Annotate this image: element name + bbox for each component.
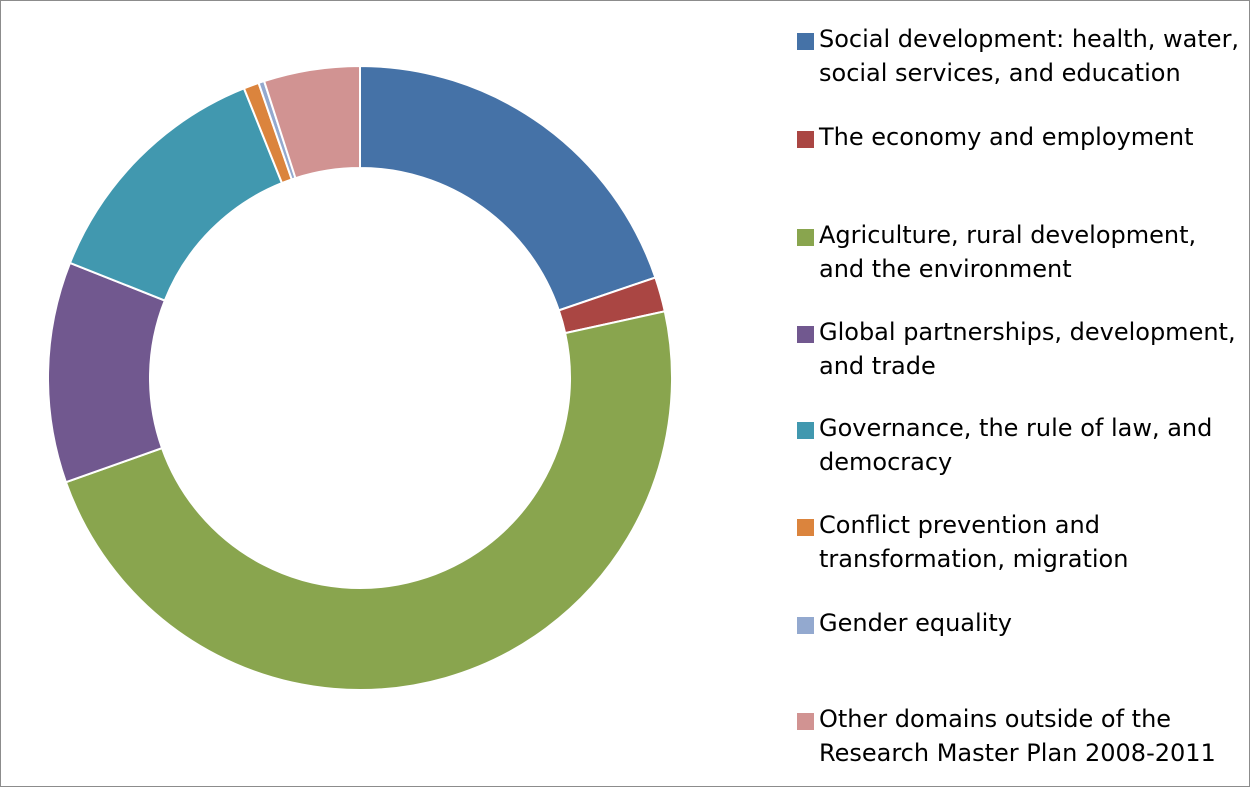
- slice-governance: [68, 87, 284, 302]
- legend-label-agriculture: Agriculture, rural development, and the e…: [819, 221, 1197, 283]
- legend-swatch-agriculture: [797, 229, 814, 246]
- slice-agriculture: [64, 310, 673, 691]
- legend-label-gender-equality: Gender equality: [819, 609, 1012, 637]
- legend: Social development: health, water, social…: [797, 0, 1247, 787]
- legend-label-conflict-prevention: Conflict prevention and transformation, m…: [819, 511, 1129, 573]
- slice-social-development: [359, 64, 657, 312]
- legend-swatch-governance: [797, 422, 814, 439]
- legend-swatch-global-partnerships: [797, 326, 814, 343]
- legend-swatch-gender-equality: [797, 617, 814, 634]
- legend-label-other-domains: Other domains outside of the Research Mas…: [819, 705, 1216, 767]
- legend-label-global-partnerships: Global partnerships, development, and tra…: [819, 318, 1236, 380]
- legend-swatch-other-domains: [797, 713, 814, 730]
- legend-swatch-social-development: [797, 33, 814, 50]
- slice-global-partnerships: [47, 261, 167, 484]
- legend-swatch-conflict-prevention: [797, 519, 814, 536]
- donut-chart: [47, 64, 673, 691]
- legend-label-economy: The economy and employment: [819, 123, 1194, 151]
- legend-label-social-development: Social development: health, water, social…: [819, 25, 1240, 87]
- slice-other-domains: [262, 64, 361, 180]
- donut-svg: [47, 64, 673, 691]
- legend-swatch-economy: [797, 131, 814, 148]
- legend-label-governance: Governance, the rule of law, and democrac…: [819, 414, 1213, 476]
